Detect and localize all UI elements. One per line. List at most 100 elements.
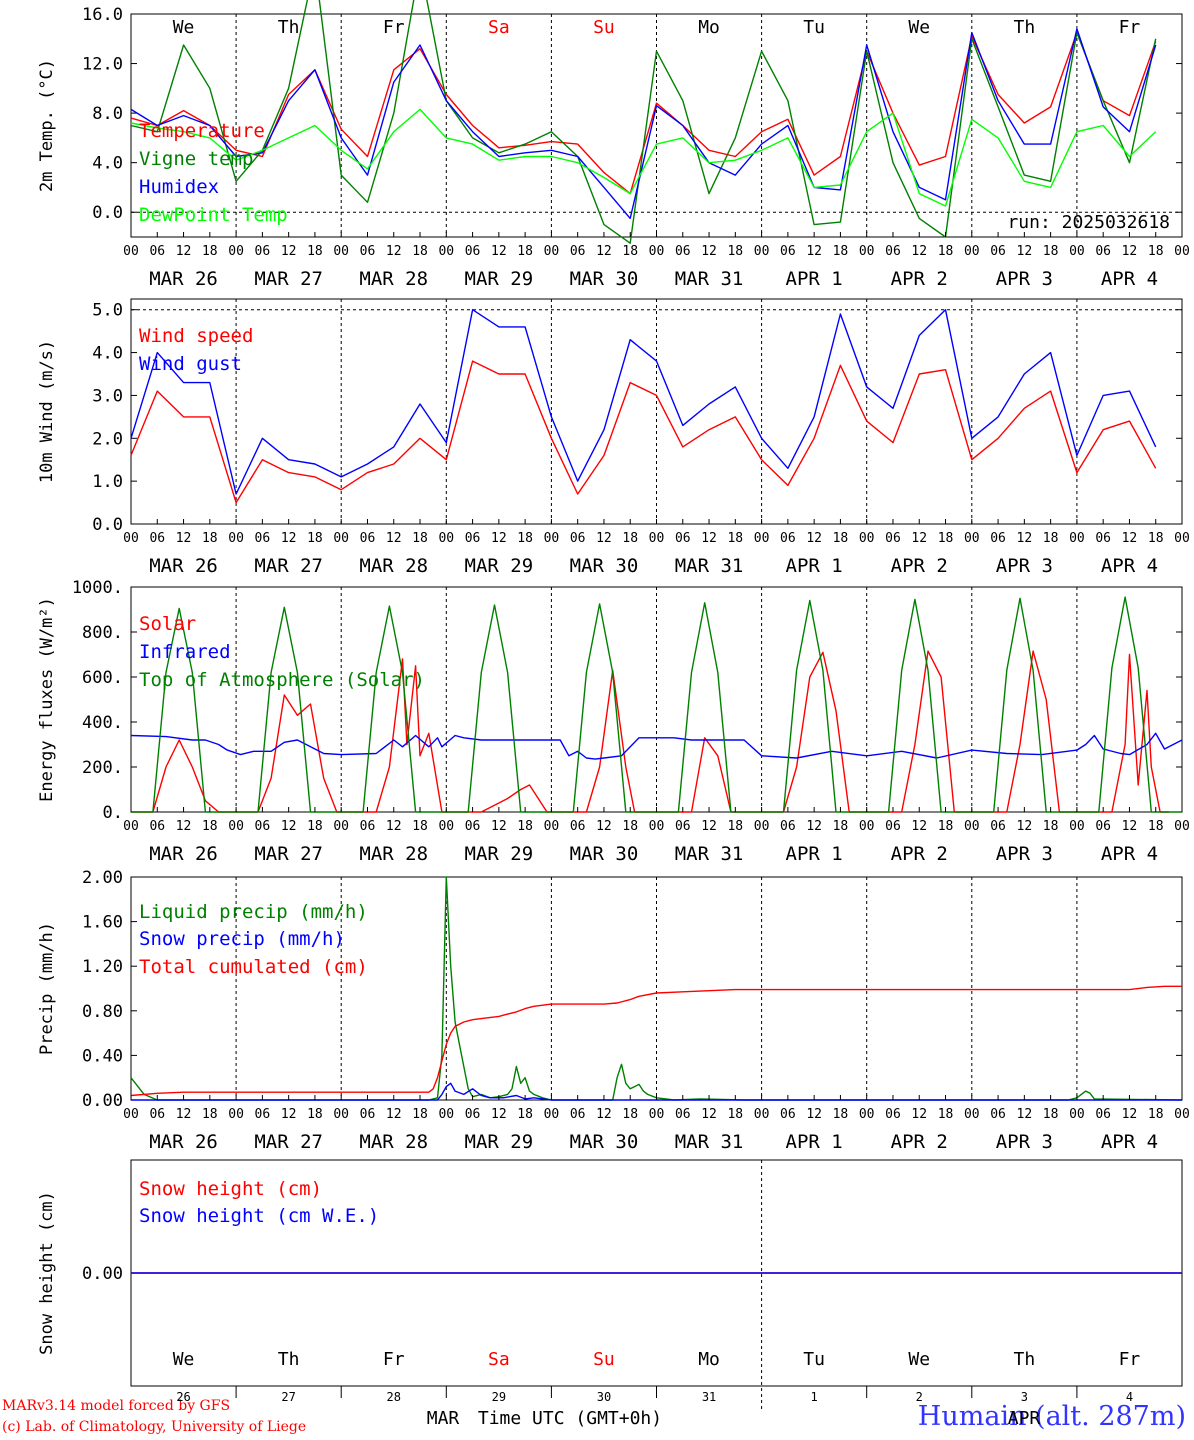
date-label: APR 2	[891, 268, 948, 290]
hour-label: 00	[1069, 819, 1085, 834]
x-axis-label: Time UTC (GMT+0h)	[478, 1408, 662, 1429]
hour-label: 18	[622, 819, 638, 834]
hour-label: 18	[1148, 819, 1164, 834]
hour-label: 00	[333, 819, 349, 834]
series-wind-gust	[130, 309, 1157, 495]
hour-label: 00	[649, 244, 665, 259]
y-tick-label: 1.20	[82, 957, 123, 977]
hour-label: 12	[491, 244, 507, 259]
date-label: MAR 28	[359, 555, 428, 577]
day-name: We	[908, 17, 930, 38]
hour-label: 06	[885, 531, 901, 546]
hour-label: 06	[465, 1107, 481, 1122]
legend-entry: Humidex	[139, 176, 219, 198]
hour-label: 18	[833, 819, 849, 834]
credit-line-2: (c) Lab. of Climatology, University of L…	[2, 1419, 307, 1435]
legend-entry: Snow height (cm)	[139, 1178, 322, 1200]
series-infrared	[130, 732, 1183, 760]
hour-label: 12	[386, 244, 402, 259]
hour-label: 06	[990, 819, 1006, 834]
date-label: MAR 27	[254, 1131, 323, 1153]
date-label: MAR 31	[675, 268, 744, 290]
day-name: Tu	[803, 1349, 825, 1370]
date-label: MAR 28	[359, 843, 428, 865]
hour-label: 12	[596, 1107, 612, 1122]
hour-label: 00	[859, 1107, 875, 1122]
hour-label: 06	[465, 819, 481, 834]
hour-label: 06	[780, 1107, 796, 1122]
hour-label: 18	[202, 244, 218, 259]
legend-entry: Wind speed	[139, 325, 253, 347]
hour-label: 06	[675, 531, 691, 546]
hour-label: 00	[228, 531, 244, 546]
hour-label: 00	[1174, 1107, 1190, 1122]
hour-label: 18	[727, 819, 743, 834]
hour-label: 06	[1095, 1107, 1111, 1122]
date-label: APR 1	[786, 1131, 843, 1153]
series-humidex	[130, 28, 1157, 220]
hour-label: 12	[386, 531, 402, 546]
date-label: APR 3	[996, 1131, 1053, 1153]
date-label: APR 4	[1101, 843, 1158, 865]
hour-label: 00	[964, 819, 980, 834]
date-label: APR 3	[996, 843, 1053, 865]
hour-label: 06	[675, 819, 691, 834]
hour-label: 18	[1043, 531, 1059, 546]
date-label: MAR 28	[359, 268, 428, 290]
hour-label: 12	[596, 819, 612, 834]
y-tick-label: 0.00	[82, 1091, 123, 1111]
date-label: MAR 29	[465, 268, 534, 290]
hour-label: 12	[281, 1107, 297, 1122]
legend-entry: Snow precip (mm/h)	[139, 928, 345, 950]
y-tick-label: 4.0	[92, 154, 123, 174]
y-axis-label: 10m Wind (m/s)	[37, 340, 57, 483]
hour-label: 00	[544, 531, 560, 546]
hour-label: 18	[1043, 1107, 1059, 1122]
date-label: APR 1	[786, 555, 843, 577]
hour-label: 00	[333, 1107, 349, 1122]
hour-label: 06	[885, 244, 901, 259]
hour-label: 18	[938, 531, 954, 546]
y-axis-label: Precip (mm/h)	[37, 922, 57, 1055]
hour-label: 00	[228, 1107, 244, 1122]
hour-label: 06	[1095, 244, 1111, 259]
hour-label: 12	[176, 531, 192, 546]
hour-label: 00	[333, 531, 349, 546]
hour-label: 12	[1122, 531, 1138, 546]
hour-label: 00	[754, 1107, 770, 1122]
date-label: MAR 29	[465, 555, 534, 577]
hour-label: 00	[964, 244, 980, 259]
hour-label: 00	[859, 531, 875, 546]
hour-label: 00	[859, 819, 875, 834]
hour-label: 00	[1069, 531, 1085, 546]
legend-entry: DewPoint Temp	[139, 204, 288, 226]
hour-label: 12	[911, 819, 927, 834]
y-tick-label: 5.0	[92, 301, 123, 321]
y-tick-label: 3.0	[92, 386, 123, 406]
legend-entry: Total cumulated (cm)	[139, 956, 368, 978]
series-dewpoint-temp	[130, 108, 1157, 207]
hour-label: 06	[465, 531, 481, 546]
y-tick-label: 12.0	[82, 55, 123, 75]
day-number: 27	[281, 1390, 295, 1404]
y-tick-label: 400.	[82, 713, 123, 733]
hour-label: 00	[123, 819, 139, 834]
panel-frame	[130, 13, 1183, 238]
hour-label: 06	[570, 1107, 586, 1122]
hour-label: 18	[202, 531, 218, 546]
hour-label: 06	[255, 819, 271, 834]
day-name: Th	[278, 1349, 300, 1370]
hour-label: 06	[255, 244, 271, 259]
y-tick-label: 0.40	[82, 1046, 123, 1066]
hour-label: 12	[1122, 244, 1138, 259]
day-number: 30	[597, 1390, 611, 1404]
hour-label: 06	[149, 819, 165, 834]
hour-label: 18	[307, 531, 323, 546]
date-label: MAR 29	[465, 1131, 534, 1153]
hour-label: 00	[1174, 531, 1190, 546]
day-name: We	[173, 1349, 195, 1370]
panel-wind: 0.0 1.0 2.0 3.0 4.0 5.0 10m Wind (m/s) Wind spe…	[37, 298, 1190, 577]
hour-label: 00	[1069, 244, 1085, 259]
hour-label: 18	[1148, 1107, 1164, 1122]
hour-label: 00	[544, 819, 560, 834]
